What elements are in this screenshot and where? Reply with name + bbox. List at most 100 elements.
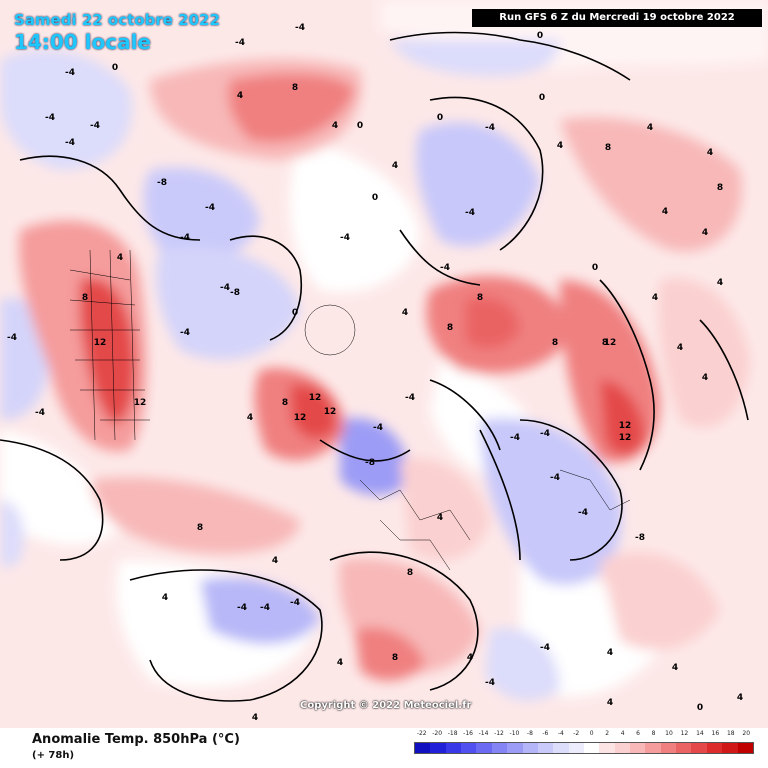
anomaly-label: -4	[373, 423, 383, 433]
anomaly-label: 12	[294, 413, 307, 423]
forecast-date: Samedi 22 octobre 2022	[14, 11, 220, 29]
anomaly-label: 12	[309, 393, 322, 403]
anomaly-label: 12	[94, 338, 107, 348]
anomaly-label: 12	[134, 398, 147, 408]
anomaly-label: 12	[619, 421, 632, 431]
anomaly-label: -4	[237, 603, 247, 613]
anomaly-label: 12	[324, 407, 337, 417]
scale-label: 20	[742, 730, 751, 737]
anomaly-label: -4	[45, 113, 55, 123]
anomaly-label: -8	[635, 533, 645, 543]
anomaly-label: -4	[540, 429, 550, 439]
scale-swatch	[722, 743, 738, 753]
anomaly-label: -4	[180, 233, 190, 243]
anomaly-label: -4	[35, 408, 45, 418]
scale-swatch	[522, 743, 538, 753]
scale-swatch	[630, 743, 646, 753]
anomaly-fields	[0, 0, 768, 701]
scale-label: 6	[636, 730, 640, 737]
anomaly-label: 4	[392, 161, 398, 171]
anomaly-label: 4	[607, 648, 613, 658]
color-scale-bar	[414, 742, 754, 754]
scale-swatch	[507, 743, 523, 753]
scale-label: 0	[589, 730, 594, 737]
anomaly-label: -4	[550, 473, 560, 483]
scale-label: -12	[494, 730, 504, 737]
scale-label: -10	[509, 730, 520, 737]
anomaly-label: 4	[652, 293, 658, 303]
scale-label: 16	[711, 730, 720, 737]
scale-label: -6	[542, 730, 549, 737]
anomaly-label: -4	[405, 393, 415, 403]
scale-swatch	[476, 743, 492, 753]
anomaly-label: 8	[197, 523, 203, 533]
anomaly-label: -4	[540, 643, 550, 653]
scale-swatch	[676, 743, 692, 753]
anomaly-label: -4	[65, 68, 75, 78]
anomaly-label: 4	[607, 698, 613, 708]
anomaly-label: 4	[332, 121, 338, 131]
anomaly-label: -8	[230, 288, 240, 298]
scale-swatch	[599, 743, 615, 753]
borders	[69, 249, 631, 571]
anomaly-label: 8	[477, 293, 483, 303]
anomaly-label: -8	[365, 458, 375, 468]
color-scale: -22 -20 -18 -16 -14 -12 -10 -8 -6 -4 -2 0 2 4 6 8 10 12 14…	[414, 730, 754, 764]
scale-label: 18	[726, 730, 735, 737]
run-info: Run GFS 6 Z du Mercredi 19 octobre 2022	[472, 9, 762, 27]
anomaly-label: -4	[578, 508, 588, 518]
anomaly-label: 4	[702, 228, 708, 238]
anomaly-label: 4	[677, 343, 683, 353]
scale-swatch	[445, 743, 462, 753]
anomaly-label: 12	[604, 338, 617, 348]
copyright: Copyright © 2022 Meteociel.fr	[300, 700, 472, 711]
anomaly-label: 12	[619, 433, 632, 443]
anomaly-label: 8	[717, 183, 723, 193]
anomaly-label: 4	[117, 253, 123, 263]
scale-swatch	[461, 743, 477, 753]
anomaly-label: -4	[90, 121, 100, 131]
anomaly-label: 0	[539, 93, 545, 103]
anomaly-label: -4	[290, 598, 300, 608]
anomaly-label: -4	[295, 23, 305, 33]
forecast-offset: (+ 78h)	[32, 750, 75, 761]
anomaly-label: 4	[237, 91, 243, 101]
anomaly-label: 0	[357, 121, 363, 131]
anomaly-label: -4	[205, 203, 215, 213]
scale-swatch	[553, 743, 569, 753]
scale-label: 12	[680, 730, 689, 737]
anomaly-label: 0	[112, 63, 118, 73]
anomaly-label: 0	[292, 308, 298, 318]
scale-label: -16	[463, 730, 473, 737]
scale-swatch	[491, 743, 508, 753]
anomaly-label: 4	[672, 663, 678, 673]
scale-label: -14	[478, 730, 489, 737]
anomaly-label: -4	[340, 233, 350, 243]
scale-label: -22	[416, 730, 427, 737]
scale-swatch	[737, 743, 753, 753]
scale-label: -8	[526, 730, 533, 737]
scale-label: -18	[447, 730, 458, 737]
anomaly-label: 4	[402, 308, 408, 318]
anomaly-label: 8	[292, 83, 298, 93]
anomaly-label: -4	[485, 678, 495, 688]
anomaly-label: -4	[235, 38, 245, 48]
scale-label: 8	[651, 730, 656, 737]
anomaly-label: 8	[605, 143, 611, 153]
coastlines	[0, 31, 749, 702]
chart-title: Anomalie Temp. 850hPa (°C)	[32, 732, 240, 747]
anomaly-label: 8	[82, 293, 88, 303]
scale-swatch	[537, 743, 554, 753]
anomaly-label: 0	[437, 113, 443, 123]
anomaly-label: 4	[557, 141, 563, 151]
scale-label: 4	[620, 730, 625, 737]
anomaly-label: 0	[537, 31, 543, 41]
anomaly-label: -4	[220, 283, 230, 293]
scale-label: -4	[557, 730, 564, 737]
anomaly-label: 0	[592, 263, 598, 273]
scale-label: 14	[696, 730, 704, 737]
pole-marker	[304, 304, 356, 356]
anomaly-label: 4	[437, 513, 443, 523]
anomaly-label: -4	[440, 263, 450, 273]
